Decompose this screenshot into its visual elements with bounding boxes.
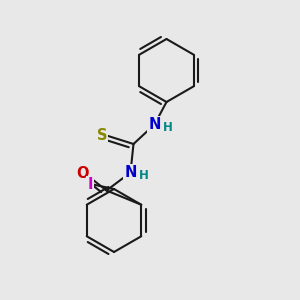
Text: H: H (139, 169, 149, 182)
Text: N: N (124, 165, 137, 180)
Text: H: H (163, 121, 173, 134)
Text: N: N (148, 117, 161, 132)
Text: S: S (97, 128, 107, 142)
Text: I: I (87, 177, 93, 192)
Text: O: O (76, 167, 89, 182)
